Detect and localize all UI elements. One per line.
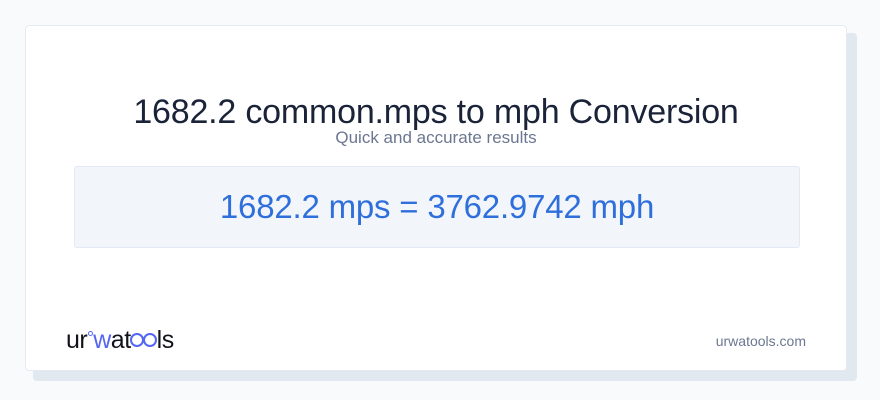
logo-text-part-1: ur xyxy=(66,326,88,354)
conversion-card: 1682.2 common.mps to mph Conversion Quic… xyxy=(25,25,847,371)
conversion-result-text: 1682.2 mps = 3762.9742 mph xyxy=(219,188,655,225)
logo-text-part-4: ls xyxy=(156,326,175,354)
conversion-result-box: 1682.2 mps = 3762.9742 mph xyxy=(74,166,800,248)
logo-circle-o-second-icon xyxy=(143,333,158,347)
logo-text-part-2: w xyxy=(93,326,111,354)
page-subtitle: Quick and accurate results xyxy=(335,128,537,147)
logo-circle-o-first-icon xyxy=(130,333,145,347)
ring-dot-icon xyxy=(87,331,93,336)
brand-logo[interactable]: ur w at ls xyxy=(66,328,174,353)
site-url-label: urwatools.com xyxy=(715,333,806,349)
page-title: 1682.2 common.mps to mph Conversion xyxy=(133,92,739,131)
logo-text-part-3: at xyxy=(110,326,131,354)
